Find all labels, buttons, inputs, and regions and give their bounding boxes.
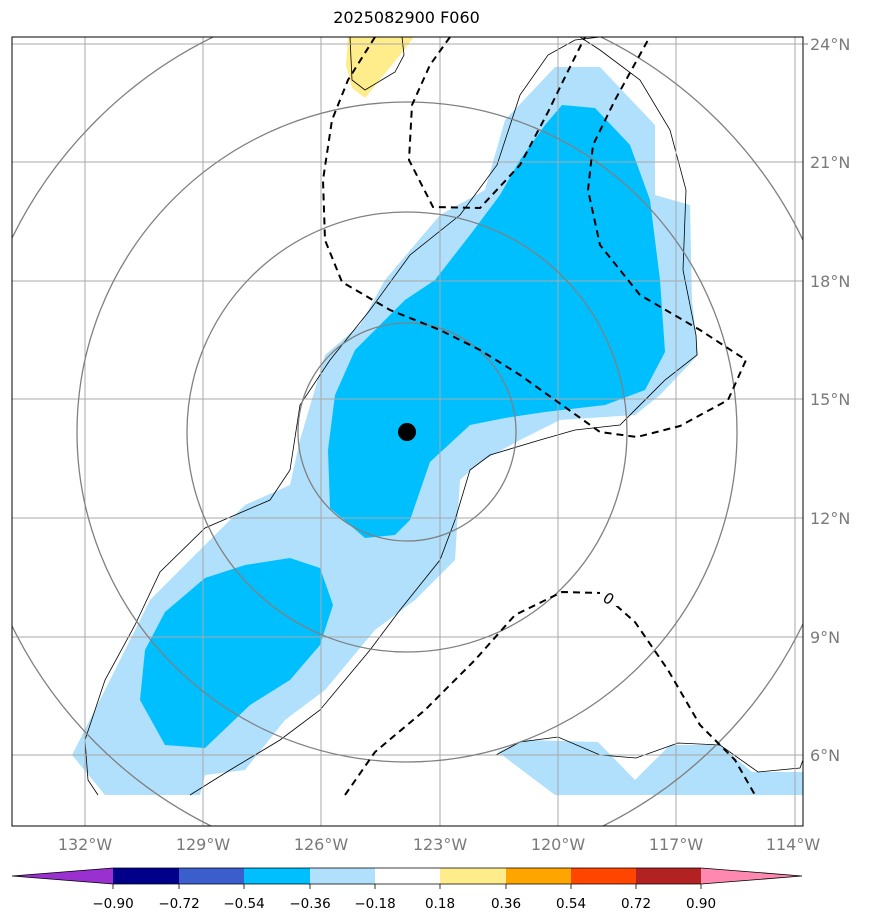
lon-gridlines	[84, 37, 796, 826]
colorbar-label-5: 0.18	[425, 896, 455, 912]
lon-label-132w: 132°W	[58, 835, 113, 854]
colorbar-seg-3	[244, 868, 310, 884]
colorbar-seg-2	[179, 868, 244, 884]
storm-center-marker	[398, 423, 416, 441]
colorbar-seg-4	[310, 868, 375, 884]
anomaly-yellow	[346, 37, 414, 98]
lat-label-24: 24°N	[810, 35, 850, 54]
zero-contour-east	[407, 37, 586, 210]
lat-labels: 24°N 21°N 18°N 15°N 12°N 9°N 6°N	[803, 35, 850, 765]
lon-label-117w: 117°W	[649, 835, 704, 854]
colorbar-seg-10	[701, 868, 802, 884]
map-frame	[11, 36, 804, 827]
thin-contour-west	[84, 37, 601, 796]
map-title: 2025082900 F060	[333, 8, 480, 27]
lat-label-6: 6°N	[810, 746, 840, 765]
lon-label-120w: 120°W	[531, 835, 586, 854]
lat-label-12: 12°N	[810, 509, 850, 528]
colorbar-seg-7	[506, 868, 571, 884]
lon-label-114w: 114°W	[766, 835, 821, 854]
lon-label-123w: 123°W	[413, 835, 468, 854]
colorbar-label-3: −0.36	[289, 896, 330, 912]
lon-label-126w: 126°W	[294, 835, 349, 854]
range-rings	[12, 37, 803, 826]
lat-label-21: 21°N	[810, 153, 850, 172]
lat-label-18: 18°N	[810, 272, 850, 291]
colorbar-seg-1	[113, 868, 179, 884]
anomaly-light-blue-south	[498, 740, 803, 795]
colorbar-seg-5	[375, 868, 440, 884]
colorbar-label-4: −0.18	[354, 896, 395, 912]
anomaly-deep-blue-south	[140, 558, 333, 748]
colorbar-label-7: 0.54	[556, 896, 586, 912]
lon-labels: 132°W 129°W 126°W 123°W 120°W 117°W 114°…	[58, 835, 821, 854]
lat-label-15: 15°N	[810, 390, 850, 409]
lat-label-9: 9°N	[810, 628, 840, 647]
zero-contours	[321, 37, 756, 796]
colorbar-label-1: −0.72	[158, 896, 199, 912]
lon-label-129w: 129°W	[176, 835, 231, 854]
colorbar-label-2: −0.54	[223, 896, 264, 912]
zero-contour-west	[321, 37, 748, 439]
colorbar-label-9: 0.90	[686, 896, 716, 912]
colorbar-seg-6	[440, 868, 506, 884]
thin-contour-south	[495, 736, 803, 773]
contour-label-bg	[600, 590, 618, 606]
colorbar-seg-8	[571, 868, 636, 884]
colorbar-label-6: 0.36	[491, 896, 521, 912]
colorbar-seg-9	[636, 868, 701, 884]
lat-gridlines	[12, 43, 803, 756]
colorbar-label-8: 0.72	[621, 896, 651, 912]
colorbar-label-0: −0.90	[92, 896, 133, 912]
colorbar-seg-0	[12, 868, 113, 884]
colorbar: −0.90 −0.72 −0.54 −0.36 −0.18 0.18 0.36 …	[11, 867, 803, 912]
